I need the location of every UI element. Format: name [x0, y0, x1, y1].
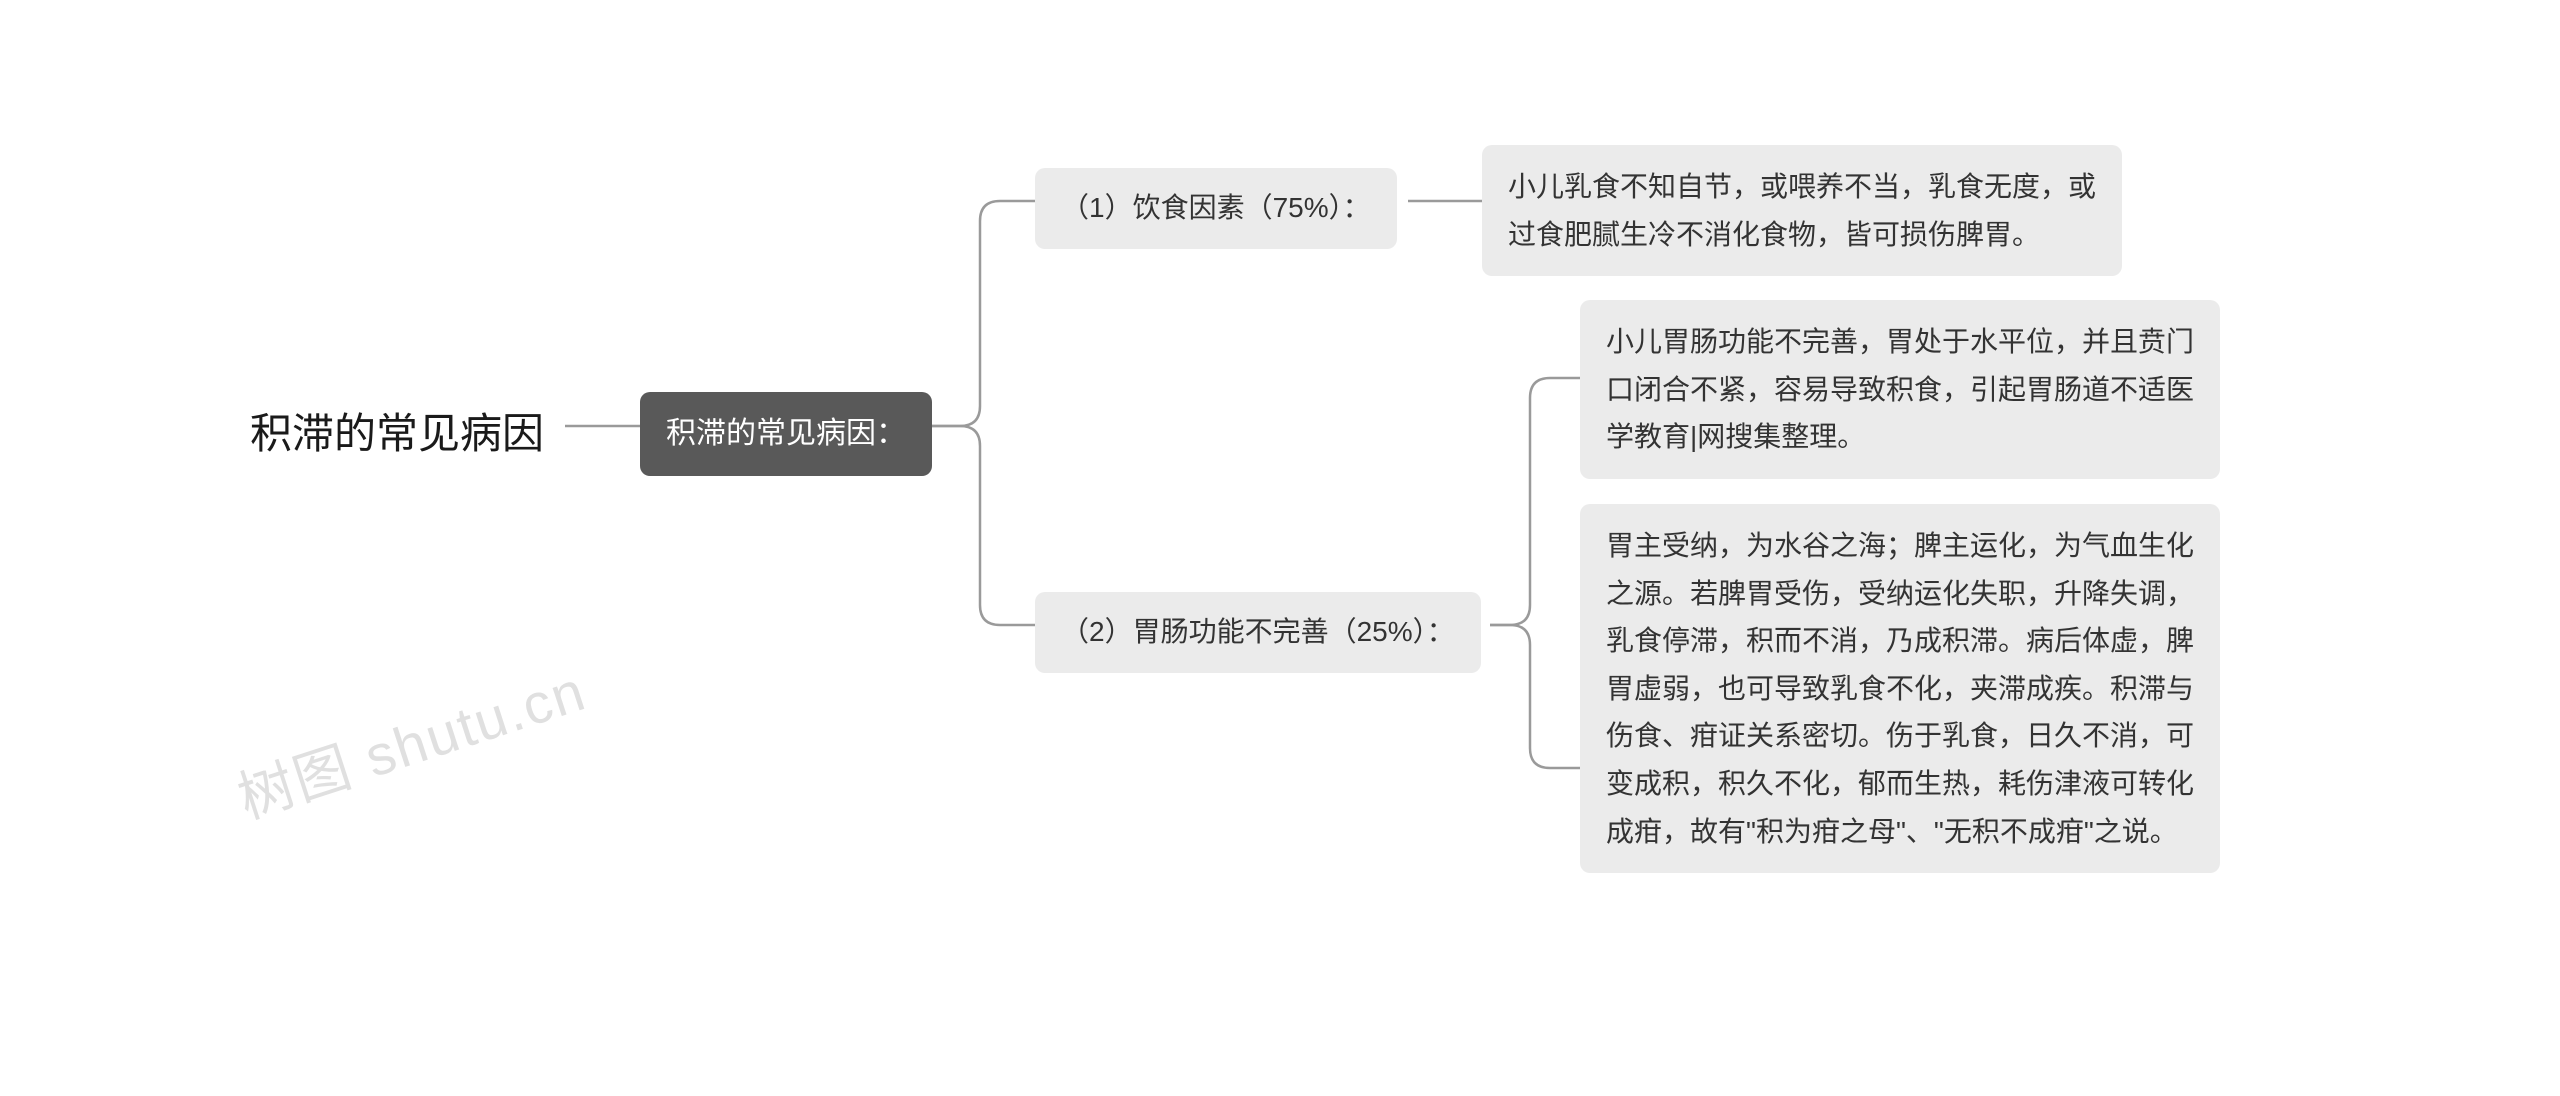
factor1-label: （1）饮食因素（75%）： [1061, 192, 1371, 223]
leaf3-label: 胃主受纳，为水谷之海；脾主运化，为气血生化之源。若脾胃受伤，受纳运化失职，升降失… [1606, 530, 2194, 847]
factor1-node: （1）饮食因素（75%）： [1035, 168, 1397, 249]
center-node: 积滞的常见病因： [640, 392, 932, 476]
leaf1-node: 小儿乳食不知自节，或喂养不当，乳食无度，或过食肥腻生冷不消化食物，皆可损伤脾胃。 [1482, 145, 2122, 276]
root-label: 积滞的常见病因 [250, 410, 544, 457]
leaf2-label: 小儿胃肠功能不完善，胃处于水平位，并且贲门口闭合不紧，容易导致积食，引起胃肠道不… [1606, 326, 2194, 452]
factor2-label: （2）胃肠功能不完善（25%）： [1061, 616, 1455, 647]
factor2-node: （2）胃肠功能不完善（25%）： [1035, 592, 1481, 673]
leaf3-node: 胃主受纳，为水谷之海；脾主运化，为气血生化之源。若脾胃受伤，受纳运化失职，升降失… [1580, 504, 2220, 873]
leaf1-label: 小儿乳食不知自节，或喂养不当，乳食无度，或过食肥腻生冷不消化食物，皆可损伤脾胃。 [1508, 171, 2096, 250]
root-node: 积滞的常见病因 [250, 400, 544, 467]
leaf2-node: 小儿胃肠功能不完善，胃处于水平位，并且贲门口闭合不紧，容易导致积食，引起胃肠道不… [1580, 300, 2220, 479]
watermark: 树图 shutu.cn [226, 646, 595, 835]
center-label: 积滞的常见病因： [666, 417, 906, 450]
